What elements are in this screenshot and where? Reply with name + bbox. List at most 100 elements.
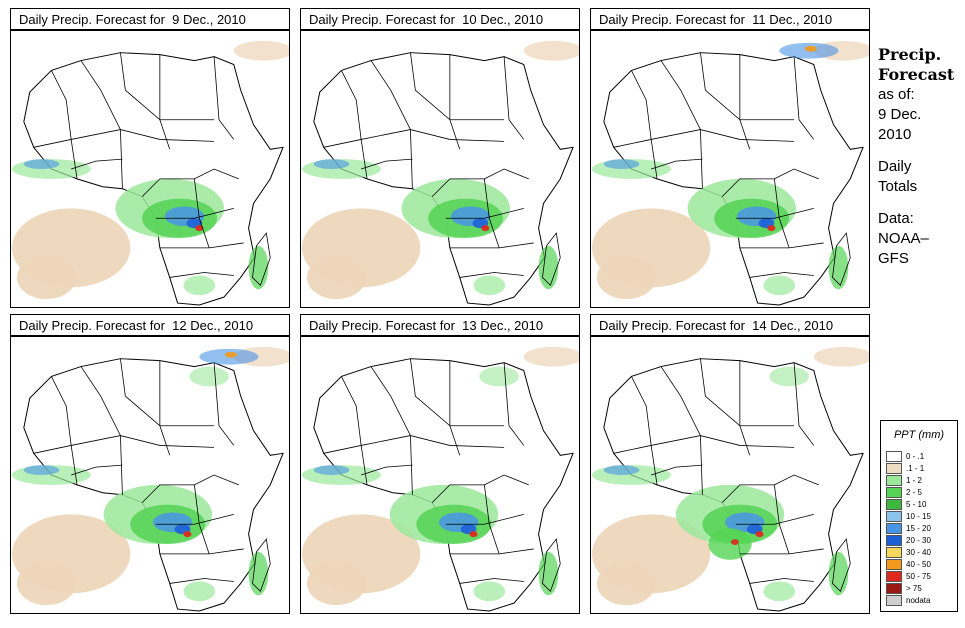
precip-area — [763, 581, 796, 602]
as-of-date: 9 Dec. — [878, 106, 922, 123]
legend-swatch — [886, 499, 902, 510]
data-source-1: NOAA– — [878, 230, 929, 247]
country-border — [341, 70, 368, 179]
side-heading-line2: Forecast — [878, 65, 955, 84]
precip-area — [16, 561, 77, 606]
africa-map-graphic — [302, 40, 579, 306]
precip-area — [828, 245, 849, 290]
africa-map-graphic — [302, 346, 579, 612]
country-border — [445, 514, 524, 525]
country-border — [361, 158, 413, 170]
legend-label: 5 - 10 — [906, 500, 927, 509]
country-border — [449, 54, 505, 121]
panel-title: Daily Precip. Forecast for 11 Dec., 2010 — [590, 8, 870, 30]
precip-map — [10, 336, 290, 614]
country-border — [651, 464, 703, 476]
country-border — [155, 514, 234, 525]
precip-area — [183, 531, 192, 538]
precip-area — [481, 225, 490, 232]
country-border — [739, 242, 824, 249]
precip-area — [538, 245, 559, 290]
country-border — [793, 362, 815, 446]
precip-area — [248, 245, 269, 290]
forecast-panel-10dec: Daily Precip. Forecast for 10 Dec., 2010 — [300, 8, 580, 308]
country-border — [700, 358, 751, 456]
country-border — [323, 129, 505, 148]
precip-map — [300, 30, 580, 308]
country-border — [71, 464, 123, 476]
country-border — [651, 158, 703, 170]
legend-swatch — [886, 451, 902, 462]
precip-area — [23, 465, 60, 475]
country-border — [739, 360, 795, 427]
side-info: Precip. Forecast as of: 9 Dec. 2010 Dail… — [878, 45, 963, 269]
as-of-label: as of: — [878, 86, 915, 103]
country-border — [33, 435, 215, 454]
country-border — [613, 129, 795, 148]
legend-label: 1 - 2 — [906, 476, 923, 485]
precip-area — [469, 531, 478, 538]
legend-title: PPT (mm) — [893, 429, 945, 441]
country-border — [159, 54, 215, 121]
legend-label: 40 - 50 — [906, 560, 931, 569]
precip-area — [16, 255, 77, 300]
country-border — [51, 376, 78, 485]
country-border — [341, 376, 368, 485]
legend-swatch — [886, 511, 902, 522]
legend-swatch — [886, 571, 902, 582]
data-source-2: GFS — [878, 250, 909, 267]
legend-label: 0 - .1 — [906, 452, 925, 461]
legend-label: 10 - 15 — [906, 512, 931, 521]
forecast-panel-12dec: Daily Precip. Forecast for 12 Dec., 2010 — [10, 314, 290, 614]
country-border — [613, 435, 795, 454]
country-border — [503, 362, 525, 446]
precip-area — [195, 225, 204, 232]
country-border — [503, 56, 525, 140]
country-border — [213, 56, 235, 140]
forecast-panel-9dec: Daily Precip. Forecast for 9 Dec., 2010 — [10, 8, 290, 308]
precip-area — [763, 275, 796, 296]
country-border — [631, 70, 658, 179]
as-of-year: 2010 — [878, 126, 912, 143]
country-border — [169, 578, 234, 584]
ppt-legend: PPT (mm) 0 - .1 .1 - 1 1 - 2 2 - 5 5 - 10 10 … — [880, 420, 958, 612]
precip-area — [708, 528, 752, 560]
precip-area — [730, 539, 739, 545]
precip-area — [538, 551, 559, 596]
precip-map — [300, 336, 580, 614]
precip-area — [767, 225, 776, 232]
legend-label: 20 - 30 — [906, 536, 931, 545]
country-border — [445, 208, 524, 219]
country-border — [773, 178, 790, 248]
country-border — [721, 474, 819, 503]
country-border — [410, 52, 461, 150]
africa-map-graphic — [592, 40, 869, 306]
precip-map — [10, 30, 290, 308]
legend-label: 50 - 75 — [906, 572, 931, 581]
panel-title: Daily Precip. Forecast for 12 Dec., 2010 — [10, 314, 290, 336]
legend-label: 2 - 5 — [906, 488, 923, 497]
side-heading-line1: Precip. — [878, 45, 942, 64]
country-border — [323, 435, 505, 454]
africa-map-graphic — [12, 40, 289, 306]
country-border — [361, 464, 413, 476]
country-border — [159, 360, 215, 427]
country-border — [483, 178, 500, 248]
precip-area — [523, 346, 579, 367]
country-border — [459, 272, 524, 278]
country-border — [155, 208, 234, 219]
country-border — [773, 484, 790, 554]
madagascar-outline — [252, 538, 271, 593]
country-border — [631, 376, 658, 485]
country-border — [33, 129, 215, 148]
legend-swatch — [886, 475, 902, 486]
precip-area — [224, 351, 237, 358]
data-label: Data: — [878, 210, 914, 227]
country-border — [739, 54, 795, 121]
precip-area — [473, 275, 506, 296]
precip-area — [769, 366, 809, 387]
precip-area — [813, 346, 869, 367]
precip-area — [306, 255, 367, 300]
country-border — [483, 484, 500, 554]
country-border — [700, 52, 751, 150]
